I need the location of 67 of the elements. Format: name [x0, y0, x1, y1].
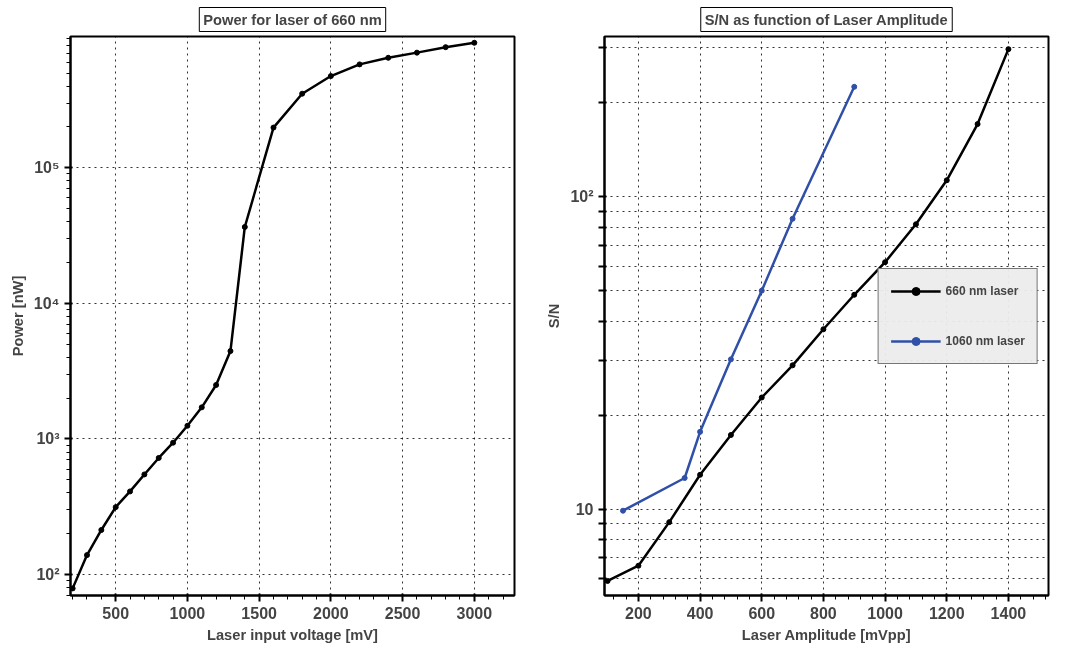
legend-label: 1060 nm laser [945, 333, 1025, 348]
legend-label: 660 nm laser [945, 283, 1019, 298]
point [666, 519, 673, 526]
x-axis-title: Laser input voltage [mV] [206, 626, 379, 643]
point [727, 431, 734, 438]
point [882, 259, 889, 266]
point [84, 552, 90, 559]
point [697, 428, 704, 435]
point [943, 177, 950, 184]
x-tick-label: 2500 [384, 604, 421, 622]
point [356, 61, 363, 68]
point [1005, 46, 1012, 53]
x-tick-label: 1000 [867, 604, 903, 622]
x-tick-label: 1400 [990, 604, 1027, 622]
y-axis-title: Power [nW] [9, 275, 26, 357]
point [155, 454, 162, 461]
x-tick-label: 600 [748, 604, 776, 622]
y-tick-label: 10⁴ [33, 294, 60, 312]
point [112, 504, 119, 511]
point [385, 54, 392, 61]
point [635, 562, 642, 569]
point [789, 362, 796, 369]
y-axis-title: S/N [546, 303, 563, 329]
point [141, 471, 148, 478]
chart-title: Power for laser of 660 nm [203, 11, 382, 28]
y-tick-label: 10² [36, 566, 60, 583]
point [327, 73, 334, 80]
point [170, 439, 177, 446]
point [241, 223, 248, 230]
point [851, 291, 858, 298]
x-axis-title: Laser Amplitude [mVpp] [741, 626, 911, 643]
x-tick-label: 200 [625, 604, 652, 622]
point [227, 348, 234, 355]
point [213, 381, 220, 388]
point [681, 474, 688, 481]
point [758, 287, 765, 294]
point [198, 404, 205, 411]
x-tick-label: 1000 [169, 604, 206, 622]
point [820, 326, 827, 333]
point [727, 356, 734, 363]
point [697, 471, 704, 478]
x-tick-label: 1200 [928, 604, 965, 622]
x-tick-label: 400 [686, 604, 714, 622]
x-tick-label: 500 [102, 604, 130, 622]
point [789, 215, 796, 222]
point [299, 90, 306, 97]
point [442, 44, 449, 51]
y-tick-label: 10³ [36, 430, 60, 448]
point [184, 422, 191, 429]
point [98, 526, 105, 533]
point [127, 488, 134, 495]
point [620, 507, 626, 514]
x-tick-label: 800 [810, 604, 837, 622]
y-tick-label: 10 [575, 500, 594, 518]
y-tick-label: 10⁵ [34, 159, 60, 177]
point [471, 39, 478, 46]
point [974, 121, 981, 128]
x-tick-label: 1500 [241, 604, 278, 622]
x-tick-label: 3000 [456, 604, 493, 622]
point [912, 221, 919, 228]
point [413, 49, 420, 56]
y-tick-label: 10² [570, 188, 594, 206]
point [851, 83, 858, 90]
point [270, 124, 277, 131]
x-tick-label: 2000 [313, 604, 349, 622]
point [758, 394, 765, 401]
chart-title: S/N as function of Laser Amplitude [704, 11, 948, 28]
